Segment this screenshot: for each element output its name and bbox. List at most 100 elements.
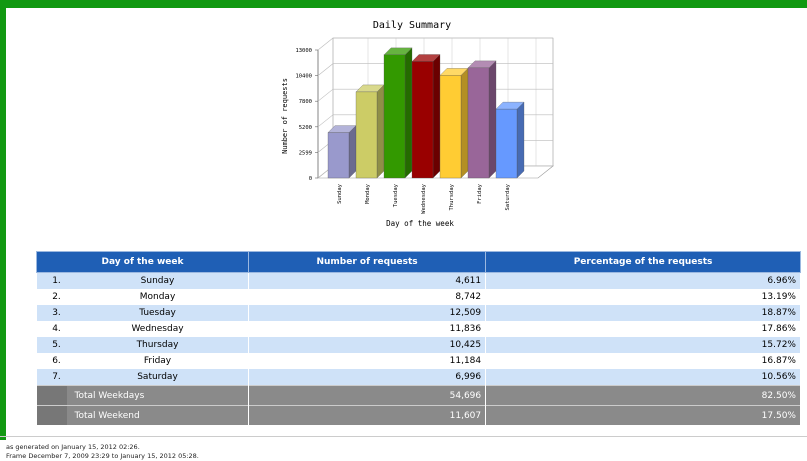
cell: 4,611	[248, 272, 487, 289]
row-number: 6.	[52, 356, 61, 366]
row-number: 2.	[52, 292, 61, 302]
frame-border	[0, 0, 807, 8]
cell: 17.50%	[485, 405, 801, 425]
row-number: 5.	[52, 340, 61, 350]
grid-line	[317, 114, 334, 128]
x-tick-label: Saturday	[505, 183, 511, 210]
total-blank	[36, 406, 67, 425]
cell: 6. Friday	[36, 353, 249, 369]
cell: 2. Monday	[36, 289, 249, 305]
x-axis-label: Day of the week	[386, 219, 454, 228]
total-blank	[36, 386, 67, 405]
day-name: Tuesday	[139, 308, 176, 318]
table-row: 2. Monday 8,742 13.19%	[36, 289, 801, 305]
bar	[411, 61, 434, 179]
bar	[383, 54, 406, 179]
cell: 5. Thursday	[36, 337, 249, 353]
cell: 11,607	[248, 405, 487, 425]
cell: 1. Sunday	[36, 272, 249, 289]
cell: 54,696	[248, 385, 487, 406]
x-tick-label: Wednesday	[421, 183, 427, 213]
total-label: Total Weekdays	[74, 390, 145, 401]
header-row: Day of the week Number of requests Percent…	[36, 251, 801, 273]
cell: 4. Wednesday	[36, 321, 249, 337]
total-row: Total Weekend 11,607 17.50%	[36, 405, 801, 425]
chart: Daily Summary Day of the week Number of …	[281, 20, 554, 228]
day-name: Monday	[139, 292, 176, 302]
cell: 12,509	[248, 305, 487, 321]
y-tick-label: 5200	[299, 125, 312, 131]
x-tick-label: Sunday	[337, 183, 343, 204]
x-tick-label: Tuesday	[393, 183, 399, 207]
chart-title: Daily Summary	[373, 20, 451, 31]
bar	[355, 91, 378, 179]
grid-line	[317, 37, 334, 51]
row-number: 1.	[52, 276, 61, 286]
table-row: 7. Saturday 6,996 10.56%	[36, 369, 801, 386]
cell: 18.87%	[485, 305, 801, 321]
row-number: 4.	[52, 324, 61, 334]
day-name: Wednesday	[131, 324, 184, 334]
cell: 11,836	[248, 321, 487, 337]
x-tick-label: Thursday	[449, 183, 455, 210]
frame-border	[0, 0, 6, 440]
cell: 11,184	[248, 353, 487, 369]
bar	[467, 67, 490, 179]
cell: Total Weekend	[36, 405, 249, 425]
separator	[0, 436, 807, 437]
cell: 16.87%	[485, 353, 801, 369]
footer-line: Frame December 7, 2009 23:29 to January …	[6, 452, 199, 460]
cell: 3. Tuesday	[36, 305, 249, 321]
y-tick-label: 10400	[295, 74, 312, 80]
cell: 82.50%	[485, 385, 801, 406]
bar	[495, 108, 518, 179]
cell: 6,996	[248, 369, 487, 386]
day-name: Thursday	[136, 340, 179, 350]
bar-side	[376, 84, 385, 179]
table-row: 5. Thursday 10,425 15.72%	[36, 337, 801, 353]
summary-table: Day of the week Number of requests Percent…	[36, 251, 801, 425]
bar-side	[488, 60, 497, 179]
y-tick-label: 0	[309, 176, 312, 182]
cell: 10,425	[248, 337, 487, 353]
bar-side	[404, 47, 413, 179]
cell: 8,742	[248, 289, 487, 305]
cell: Total Weekdays	[36, 385, 249, 406]
footer-line: as generated on January 15, 2012 02:26.	[6, 443, 140, 451]
day-name: Sunday	[140, 276, 175, 286]
table-row: 6. Friday 11,184 16.87%	[36, 353, 801, 369]
y-tick-label: 2599	[299, 150, 312, 156]
y-tick-label: 7800	[299, 99, 312, 105]
cell: 17.86%	[485, 321, 801, 337]
total-row: Total Weekdays 54,696 82.50%	[36, 385, 801, 406]
bar-side	[516, 101, 525, 179]
day-name: Friday	[143, 356, 172, 366]
cell: 6.96%	[485, 272, 801, 289]
y-tick-label: 13000	[295, 48, 312, 54]
bar-side	[432, 54, 441, 179]
table-row: 1. Sunday 4,611 6.96%	[36, 272, 801, 289]
cell: 15.72%	[485, 337, 801, 353]
column-header: Day of the week	[36, 251, 249, 273]
bar-side	[348, 125, 357, 179]
column-header: Number of requests	[247, 251, 487, 273]
table-row: 3. Tuesday 12,509 18.87%	[36, 305, 801, 321]
bar	[327, 132, 350, 179]
x-tick-label: Monday	[365, 183, 371, 204]
table-row: 4. Wednesday 11,836 17.86%	[36, 321, 801, 337]
bar-side	[460, 67, 469, 179]
total-label: Total Weekend	[74, 410, 140, 421]
row-number: 7.	[52, 372, 61, 382]
day-name: Saturday	[137, 372, 178, 382]
row-number: 3.	[52, 308, 61, 318]
cell: 13.19%	[485, 289, 801, 305]
cell: 7. Saturday	[36, 369, 249, 386]
column-header: Percentage of the requests	[485, 251, 801, 273]
grid-line	[317, 88, 334, 102]
x-tick-label: Friday	[477, 183, 483, 204]
grid-line	[317, 63, 334, 76]
y-axis-label: Number of requests	[281, 78, 289, 154]
bar	[439, 75, 462, 179]
cell: 10.56%	[485, 369, 801, 386]
